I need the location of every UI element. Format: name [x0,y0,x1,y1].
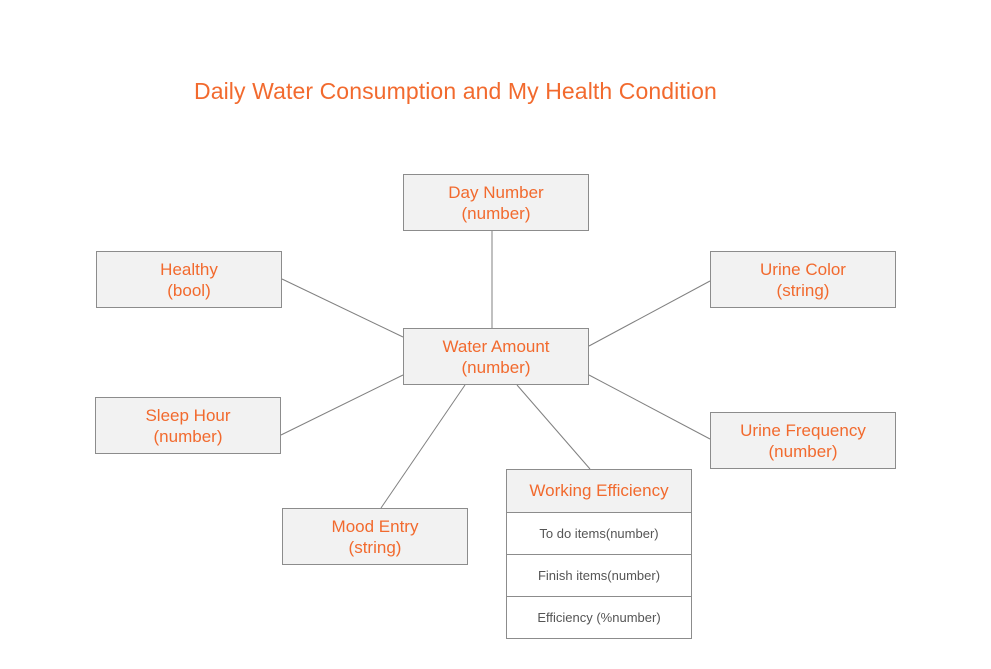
node-water-amount: Water Amount (number) [403,328,589,385]
node-mood-entry: Mood Entry (string) [282,508,468,565]
link-water-efficiency [516,384,591,470]
node-urine-color: Urine Color (string) [710,251,896,308]
node-day-number-name: Day Number [448,182,544,202]
node-sleep-hour-type: (number) [153,426,223,446]
link-water-urine-color [588,280,711,347]
link-water-sleep [280,374,404,436]
efficiency-row-finish: Finish items(number) [507,555,691,597]
node-urine-frequency: Urine Frequency (number) [710,412,896,469]
node-urine-frequency-type: (number) [768,441,838,461]
efficiency-row-percent: Efficiency (%number) [537,610,661,625]
node-mood-entry-name: Mood Entry [331,516,419,536]
node-healthy-type: (bool) [167,280,211,300]
node-healthy: Healthy (bool) [96,251,282,308]
node-healthy-name: Healthy [160,259,218,279]
node-urine-color-type: (string) [776,280,830,300]
link-water-healthy [281,278,404,338]
diagram-title: Daily Water Consumption and My Health Co… [194,78,717,104]
node-water-amount-name: Water Amount [442,336,550,356]
node-urine-frequency-name: Urine Frequency [740,420,866,440]
link-water-mood [380,384,466,509]
working-efficiency-title: Working Efficiency [507,470,691,513]
node-sleep-hour-name: Sleep Hour [145,405,231,425]
node-urine-color-name: Urine Color [760,259,846,279]
efficiency-row-todo: To do items(number) [507,513,691,555]
node-water-amount-type: (number) [461,357,531,377]
node-day-number: Day Number (number) [403,174,589,231]
working-efficiency-table: Working Efficiency To do items(number) F… [506,469,692,639]
node-sleep-hour: Sleep Hour (number) [95,397,281,454]
node-day-number-type: (number) [461,203,531,223]
node-mood-entry-type: (string) [348,537,402,557]
link-water-urine-frequency [588,374,711,440]
